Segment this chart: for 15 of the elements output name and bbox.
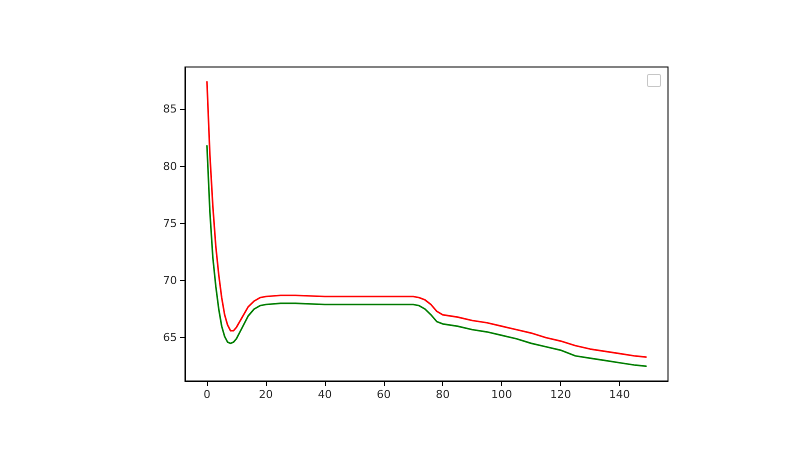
y-tick-label: 85	[163, 102, 177, 116]
x-tick-label: 40	[318, 388, 332, 401]
y-tick-label: 75	[163, 216, 177, 230]
x-tick-label: 80	[436, 388, 450, 401]
x-tick-label: 140	[609, 388, 630, 401]
y-tick-label: 80	[163, 160, 177, 173]
line-series	[206, 144, 647, 367]
x-tick-label: 120	[550, 388, 572, 401]
x-tick-label: 60	[376, 388, 391, 401]
line-series	[206, 81, 647, 358]
y-tick-label: 70	[163, 274, 177, 288]
x-tick-label: 20	[258, 388, 273, 401]
x-tick-label: 0	[203, 388, 210, 401]
y-tick-label: 65	[163, 331, 177, 344]
x-tick-label: 100	[491, 388, 512, 401]
